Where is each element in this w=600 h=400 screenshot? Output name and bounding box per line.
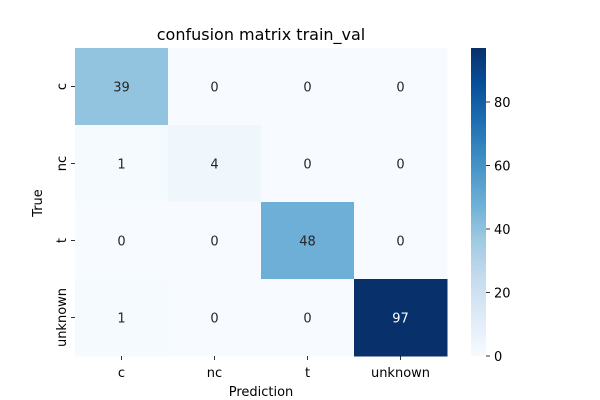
cell-value: 97 xyxy=(392,312,409,327)
cell-value: 0 xyxy=(396,235,404,250)
x-tick-label: c xyxy=(118,366,125,381)
cell-value: 1 xyxy=(117,158,125,173)
heatmap-cell xyxy=(354,202,448,280)
colorbar-tick-label: 40 xyxy=(494,223,511,238)
x-tick-label: unknown xyxy=(371,366,430,381)
heatmap-cell xyxy=(354,125,448,203)
y-tick-label: nc xyxy=(55,156,70,171)
cell-value: 48 xyxy=(299,235,316,250)
heatmap-cell xyxy=(261,125,355,203)
heatmap-cell xyxy=(354,279,448,357)
colorbar-tick-label: 0 xyxy=(494,350,502,365)
heatmap-cell xyxy=(75,48,169,126)
heatmap-cell xyxy=(261,202,355,280)
cell-annotations: 39 0 0 0 1 4 0 0 0 0 48 0 1 0 0 97 xyxy=(113,81,409,327)
colorbar xyxy=(471,48,486,356)
cell-value: 39 xyxy=(113,81,130,96)
heatmap-cell xyxy=(261,279,355,357)
colorbar-tick-label: 80 xyxy=(494,96,511,111)
x-tick-label: t xyxy=(305,366,310,381)
cell-value: 0 xyxy=(303,81,311,96)
cell-value: 0 xyxy=(210,81,218,96)
y-tick-label: unknown xyxy=(55,288,70,347)
x-tick-label: nc xyxy=(207,366,222,381)
cell-value: 0 xyxy=(303,158,311,173)
colorbar-tick-label: 60 xyxy=(494,159,511,174)
heatmap-cell xyxy=(168,125,262,203)
y-tick-label: c xyxy=(55,83,70,90)
cell-value: 1 xyxy=(117,312,125,327)
x-axis-label: Prediction xyxy=(229,385,294,400)
cell-value: 0 xyxy=(303,312,311,327)
x-axis-ticks: c nc t unknown xyxy=(118,356,430,381)
cell-value: 0 xyxy=(210,312,218,327)
heatmap-cell xyxy=(354,48,448,126)
heatmap-cell xyxy=(75,125,169,203)
cell-value: 0 xyxy=(210,235,218,250)
heatmap-cell xyxy=(168,48,262,126)
heatmap-cell xyxy=(75,279,169,357)
heatmap-cells xyxy=(75,48,448,357)
colorbar-tick-label: 20 xyxy=(494,286,511,301)
y-axis-ticks: c nc t unknown xyxy=(55,83,75,347)
cell-value: 0 xyxy=(396,158,404,173)
heatmap-cell xyxy=(75,202,169,280)
colorbar-ticks: 0 20 40 60 80 xyxy=(486,96,511,365)
heatmap-cell xyxy=(261,48,355,126)
y-tick-label: t xyxy=(55,238,70,243)
y-axis-label: True xyxy=(31,189,46,218)
heatmap-cell xyxy=(168,202,262,280)
cell-value: 0 xyxy=(396,81,404,96)
cell-value: 4 xyxy=(210,158,218,173)
chart-title: confusion matrix train_val xyxy=(157,25,366,45)
cell-value: 0 xyxy=(117,235,125,250)
heatmap-cell xyxy=(168,279,262,357)
